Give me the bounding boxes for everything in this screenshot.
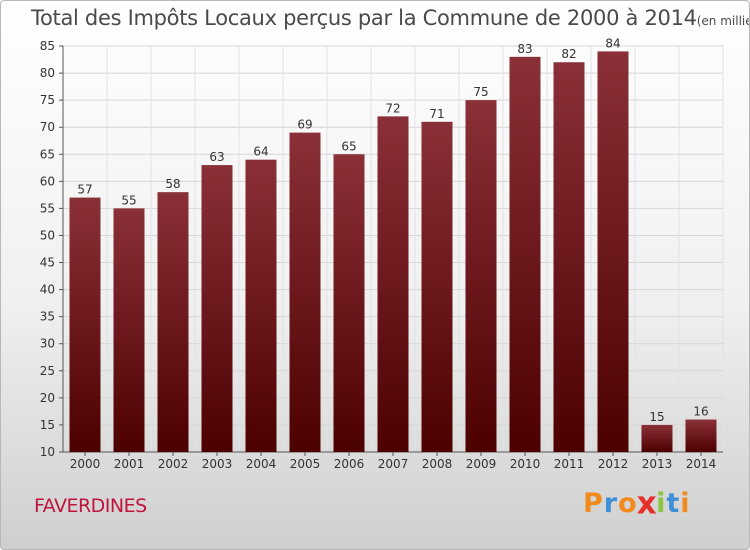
proxiti-logo[interactable]: Proxiti	[583, 485, 691, 522]
bar-2003[interactable]	[201, 165, 233, 453]
y-tick-label: 25	[40, 364, 55, 378]
bar-2010[interactable]	[509, 56, 541, 453]
y-tick-label: 50	[40, 228, 55, 242]
y-tick-label: 45	[40, 256, 55, 270]
y-tick-label: 80	[40, 66, 55, 80]
y-tick-label: 15	[40, 418, 55, 432]
chart-subtitle: (en milliers d'€)	[696, 14, 749, 28]
logo-letter: i	[680, 488, 691, 519]
x-tick-label-2008: 2008	[422, 457, 453, 471]
x-tick-label-2006: 2006	[334, 457, 365, 471]
logo-letter: o	[618, 488, 638, 519]
value-label-2005: 69	[297, 118, 312, 132]
y-tick-label: 65	[40, 147, 55, 161]
value-label-2009: 75	[473, 85, 488, 99]
bars	[69, 51, 717, 453]
x-tick-label-2010: 2010	[510, 457, 541, 471]
x-tick-label-2014: 2014	[686, 457, 717, 471]
bar-2008[interactable]	[421, 121, 453, 452]
value-label-2006: 65	[341, 139, 356, 153]
x-tick-label-2011: 2011	[554, 457, 585, 471]
logo-letter: t	[666, 488, 681, 519]
value-label-2012: 84	[605, 36, 620, 50]
bar-2012[interactable]	[597, 51, 629, 453]
x-tick-label-2004: 2004	[246, 457, 277, 471]
x-tick-label-2013: 2013	[642, 457, 673, 471]
y-tick-label: 70	[40, 120, 55, 134]
x-tick-label-2012: 2012	[598, 457, 629, 471]
value-label-2010: 83	[517, 42, 532, 56]
value-label-2003: 63	[209, 150, 224, 164]
bar-2005[interactable]	[289, 132, 321, 452]
value-label-2007: 72	[385, 101, 400, 115]
y-axis-ticks: 10 15 20 25 30 35 40 45 50 55 60 65 70 75 80 85	[40, 39, 63, 459]
value-labels: 57 55 58 63 64 69 65 72 71 75 83 82 84 15 16	[77, 36, 708, 424]
y-tick-label: 40	[40, 283, 55, 297]
value-label-2013: 15	[649, 410, 664, 424]
x-tick-label-2007: 2007	[378, 457, 409, 471]
chart-title: Total des Impôts Locaux perçus par la Co…	[31, 6, 749, 30]
bar-2011[interactable]	[553, 62, 585, 453]
bar-2009[interactable]	[465, 100, 497, 452]
bar-2014[interactable]	[685, 419, 717, 452]
value-label-2000: 57	[77, 183, 92, 197]
value-label-2011: 82	[561, 47, 576, 61]
y-tick-label: 10	[40, 445, 55, 459]
y-tick-label: 75	[40, 93, 55, 107]
bar-2013[interactable]	[641, 424, 673, 452]
logo-letter: r	[603, 488, 619, 519]
value-label-2008: 71	[429, 107, 444, 121]
y-tick-label: 35	[40, 310, 55, 324]
bar-2004[interactable]	[245, 159, 277, 452]
x-tick-label-2002: 2002	[158, 457, 189, 471]
bar-2000[interactable]	[69, 197, 101, 452]
y-tick-label: 60	[40, 174, 55, 188]
x-tick-label-2000: 2000	[70, 457, 101, 471]
value-label-2002: 58	[165, 177, 180, 191]
x-tick-label-2003: 2003	[202, 457, 233, 471]
x-tick-label-2001: 2001	[114, 457, 145, 471]
bar-2007[interactable]	[377, 116, 409, 452]
x-tick-label-2005: 2005	[290, 457, 321, 471]
y-tick-label: 85	[40, 39, 55, 53]
logo-letter: x	[636, 485, 658, 522]
y-tick-label: 20	[40, 391, 55, 405]
chart-title-text: Total des Impôts Locaux perçus par la Co…	[31, 6, 697, 30]
bar-2002[interactable]	[157, 192, 189, 452]
y-tick-label: 30	[40, 337, 55, 351]
commune-name: FAVERDINES	[34, 495, 147, 517]
bar-2001[interactable]	[113, 208, 145, 452]
bar-2006[interactable]	[333, 154, 365, 452]
x-tick-label-2009: 2009	[466, 457, 497, 471]
value-label-2001: 55	[121, 193, 136, 207]
logo-letter: P	[583, 488, 604, 519]
value-label-2014: 16	[693, 405, 708, 419]
x-axis-ticks: 2000 2001 2002 2003 2004 2005 2006 2007 2008 2009…	[70, 452, 717, 471]
value-label-2004: 64	[253, 145, 268, 159]
logo-letter: i	[656, 488, 667, 519]
y-tick-label: 55	[40, 201, 55, 215]
